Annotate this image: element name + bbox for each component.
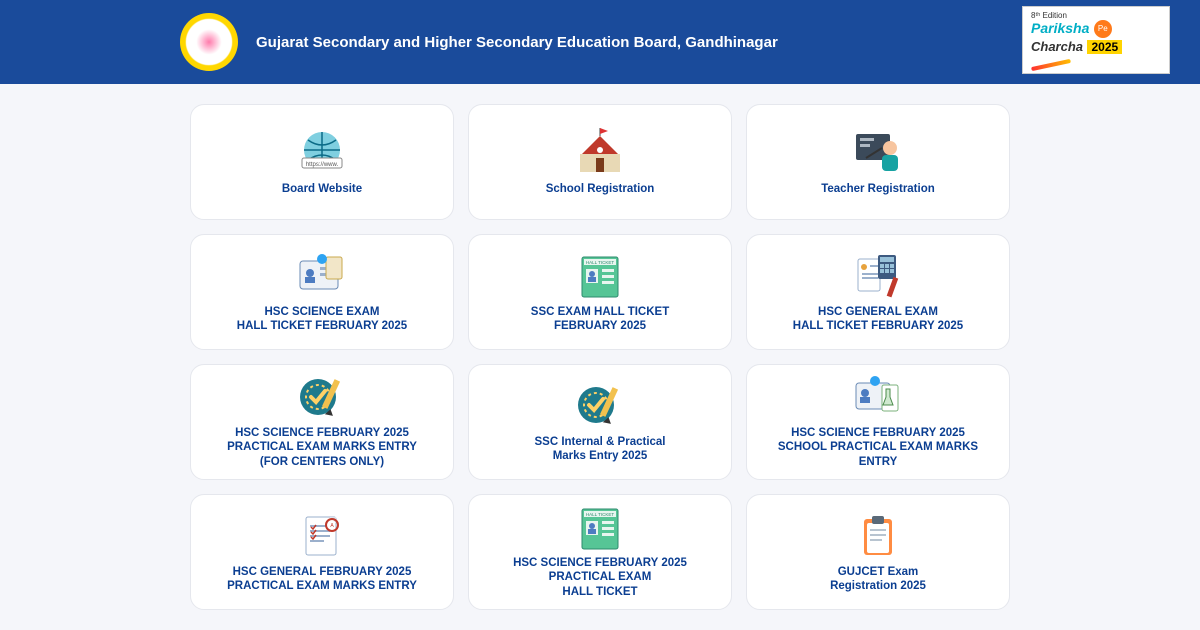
board-title: Gujarat Secondary and Higher Secondary E…: [256, 32, 778, 53]
card-grid: Board Website School Registration Teacher …: [0, 84, 1200, 610]
check-pencil-icon: [296, 373, 348, 422]
card-teacher-registration[interactable]: Teacher Registration: [746, 104, 1010, 220]
pencil-icon: [1031, 59, 1071, 71]
card-label: HSC SCIENCE EXAM HALL TICKET FEBRUARY 20…: [237, 305, 407, 334]
card-ssc-hallticket[interactable]: SSC EXAM HALL TICKET FEBRUARY 2025: [468, 234, 732, 350]
id-lab-icon: [852, 373, 904, 422]
card-hsc-sci-prac-hall[interactable]: HSC SCIENCE FEBRUARY 2025 PRACTICAL EXAM…: [468, 494, 732, 610]
card-label: HSC SCIENCE FEBRUARY 2025 PRACTICAL EXAM…: [513, 556, 687, 599]
promo-banner[interactable]: 8ᵗʰ Edition Pariksha Pe Charcha 2025: [1022, 6, 1170, 74]
promo-line2: Charcha: [1031, 39, 1083, 54]
card-ssc-internal[interactable]: SSC Internal & Practical Marks Entry 202…: [468, 364, 732, 480]
calc-doc-icon: [852, 249, 904, 301]
card-label: School Registration: [546, 182, 655, 196]
promo-pe: Pe: [1094, 20, 1112, 38]
card-label: SSC EXAM HALL TICKET FEBRUARY 2025: [531, 305, 669, 334]
card-hsc-sci-hallticket[interactable]: HSC SCIENCE EXAM HALL TICKET FEBRUARY 20…: [190, 234, 454, 350]
card-hsc-sci-practical-ctr[interactable]: HSC SCIENCE FEBRUARY 2025 PRACTICAL EXAM…: [190, 364, 454, 480]
card-hsc-gen-practical[interactable]: HSC GENERAL FEBRUARY 2025 PRACTICAL EXAM…: [190, 494, 454, 610]
card-label: HSC SCIENCE FEBRUARY 2025 PRACTICAL EXAM…: [227, 426, 417, 469]
card-label: Teacher Registration: [821, 182, 935, 196]
promo-edition: 8ᵗʰ Edition: [1031, 11, 1161, 20]
hall-ticket-icon: [574, 249, 626, 301]
card-gujcet[interactable]: GUJCET Exam Registration 2025: [746, 494, 1010, 610]
doc-stamp-icon: [296, 509, 348, 561]
header: Gujarat Secondary and Higher Secondary E…: [0, 0, 1200, 84]
hall-ticket-icon: [574, 503, 626, 552]
card-label: HSC SCIENCE FEBRUARY 2025 SCHOOL PRACTIC…: [778, 426, 978, 469]
id-card-icon: [296, 249, 348, 301]
promo-line1: Pariksha: [1031, 20, 1089, 36]
clipboard-icon: [852, 509, 904, 561]
card-hsc-sci-school-prac[interactable]: HSC SCIENCE FEBRUARY 2025 SCHOOL PRACTIC…: [746, 364, 1010, 480]
card-hsc-gen-hallticket[interactable]: HSC GENERAL EXAM HALL TICKET FEBRUARY 20…: [746, 234, 1010, 350]
card-label: SSC Internal & Practical Marks Entry 202…: [534, 435, 665, 464]
card-board-website[interactable]: Board Website: [190, 104, 454, 220]
promo-year: 2025: [1087, 40, 1122, 54]
card-label: GUJCET Exam Registration 2025: [830, 565, 926, 594]
card-label: Board Website: [282, 182, 362, 196]
card-label: HSC GENERAL EXAM HALL TICKET FEBRUARY 20…: [793, 305, 963, 334]
school-icon: [574, 126, 626, 178]
card-label: HSC GENERAL FEBRUARY 2025 PRACTICAL EXAM…: [227, 565, 417, 594]
globe-icon: [296, 126, 348, 178]
check-pencil-icon: [574, 379, 626, 431]
board-logo: [180, 13, 238, 71]
card-school-registration[interactable]: School Registration: [468, 104, 732, 220]
teacher-icon: [852, 126, 904, 178]
